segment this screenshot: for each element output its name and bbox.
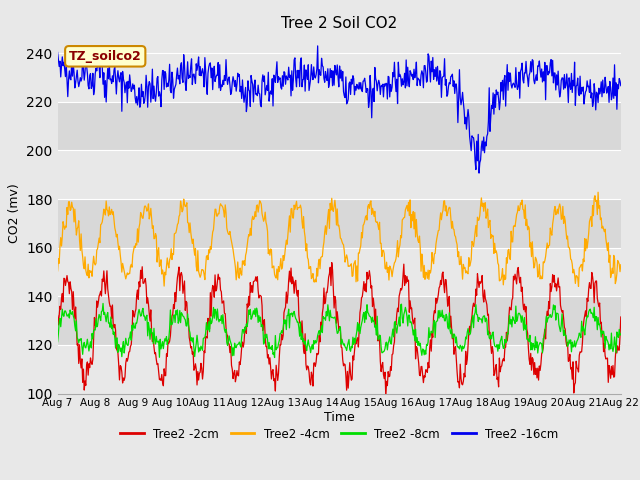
Title: Tree 2 Soil CO2: Tree 2 Soil CO2	[281, 16, 397, 31]
Bar	[58, 53, 621, 102]
Bar	[58, 102, 621, 150]
X-axis label: Time: Time	[324, 411, 355, 424]
Bar	[58, 248, 621, 296]
Text: TZ_soilco2: TZ_soilco2	[69, 50, 141, 63]
Legend: Tree2 -2cm, Tree2 -4cm, Tree2 -8cm, Tree2 -16cm: Tree2 -2cm, Tree2 -4cm, Tree2 -8cm, Tree…	[115, 423, 563, 445]
Y-axis label: CO2 (mv): CO2 (mv)	[8, 184, 20, 243]
Bar	[58, 345, 621, 394]
Bar	[58, 296, 621, 345]
Bar	[58, 150, 621, 199]
Bar	[58, 199, 621, 248]
